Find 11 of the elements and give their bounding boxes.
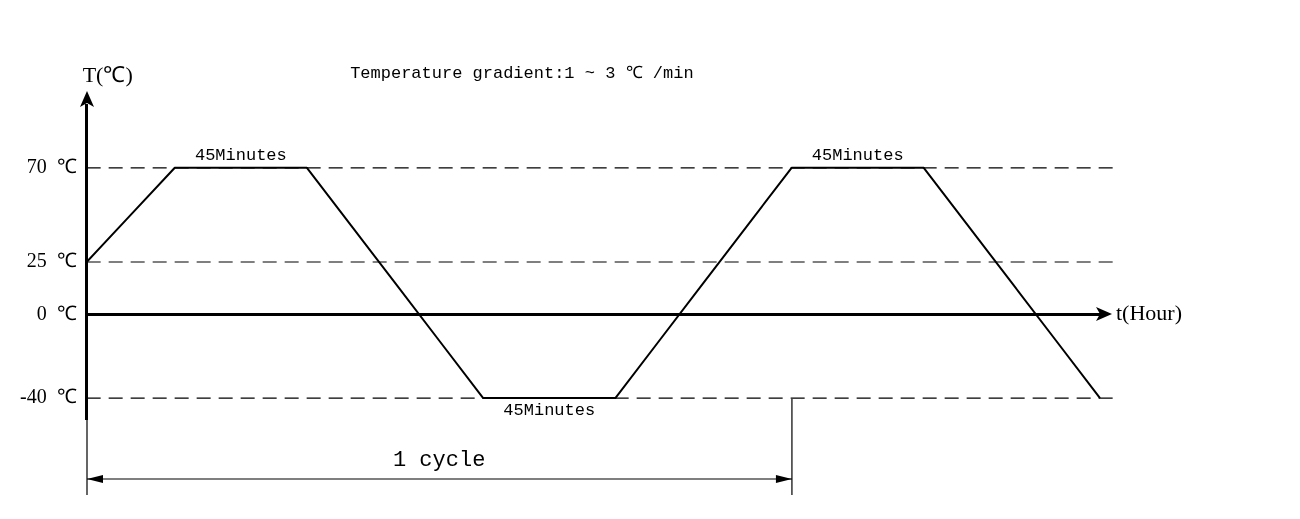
- y-tick-label: 25 ℃: [26, 249, 77, 272]
- y-tick-label: -40 ℃: [19, 385, 77, 408]
- text: 1 cycle: [392, 447, 486, 473]
- x-axis-title: t(Hour): [1116, 300, 1182, 326]
- y-tick-label: 0 ℃: [36, 301, 77, 324]
- annotation: 45Minutes: [194, 145, 287, 165]
- annotation: 45Minutes: [503, 401, 596, 421]
- y-axis-title: T(℃): [82, 61, 133, 87]
- y-tick-label: 70 ℃: [26, 155, 77, 178]
- text: Temperature gradient:1 ~ 3 ℃ /min: [350, 64, 694, 83]
- annotation: 45Minutes: [811, 145, 904, 165]
